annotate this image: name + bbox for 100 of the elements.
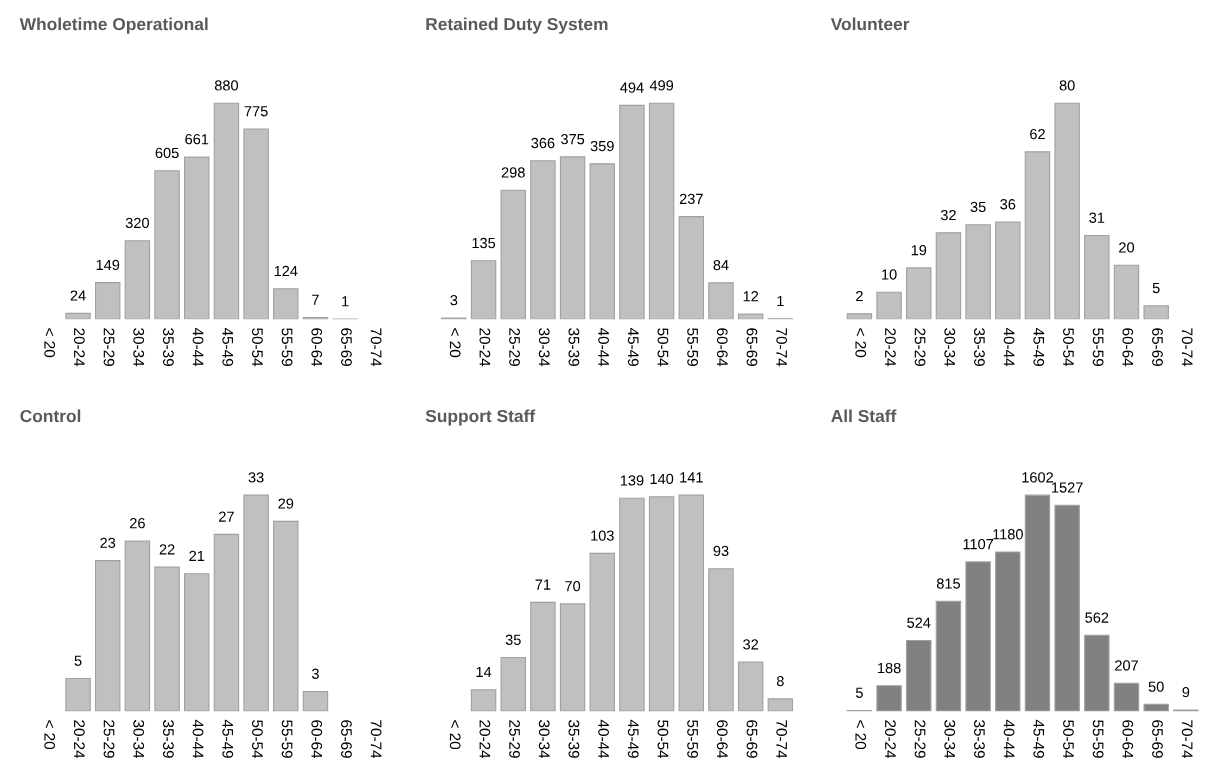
x-tick-label: 30-34 [944,328,956,367]
x-tick-label: 25-29 [914,328,926,366]
bar [500,189,526,320]
x-tick-label: 20-24 [73,720,85,759]
bar [995,551,1021,712]
x-tick-label: 35-39 [162,720,174,758]
x-tick-label: 35-39 [162,328,174,366]
chart-title: Support Staff [425,409,536,426]
data-label: 605 [155,147,179,159]
bar [589,163,615,320]
data-label: 19 [911,245,927,256]
bar [619,497,645,712]
bar [65,677,91,712]
x-tick-label: 70-74 [1181,720,1193,759]
data-label: 24 [70,290,86,301]
data-label: 135 [472,237,496,249]
bar [619,104,645,320]
x-tick-label: 35-39 [974,328,985,366]
bar [1084,234,1110,320]
data-label: 141 [680,472,703,483]
bar [470,260,497,320]
x-tick-label: 50-54 [252,328,263,367]
data-label: 320 [125,217,149,229]
x-tick-label: 25-29 [509,328,520,366]
data-label: 1527 [1052,482,1083,493]
data-label: 5 [855,687,863,698]
x-tick-label: 35-39 [568,328,580,366]
x-tick-label: 20-24 [884,328,896,367]
bar [708,282,734,320]
x-tick-label: 70-74 [370,328,382,367]
data-label: 880 [214,80,239,91]
bar [213,533,240,712]
bar [906,639,932,712]
data-label: 375 [560,133,585,145]
bar [1084,634,1110,712]
x-tick-label: < 20 [44,720,56,750]
chart-title: All Staff [831,409,897,423]
x-tick-label: 70-74 [776,328,788,367]
data-label: 26 [130,518,145,529]
x-tick-label: < 20 [449,328,461,358]
data-label: 27 [219,511,234,522]
x-tick-label: 55-59 [687,720,699,758]
x-tick-label: < 20 [855,720,867,750]
bar [94,560,121,712]
x-tick-label: 40-44 [192,719,204,759]
bar [65,312,91,320]
x-tick-label: 45-49 [222,719,234,758]
x-tick-label: 65-69 [746,720,758,758]
bar [767,698,794,712]
bar [154,170,180,320]
x-tick-label: 30-34 [133,720,145,759]
data-label: 124 [274,265,298,277]
data-label: 1107 [963,538,994,550]
data-label: 29 [278,498,294,509]
x-tick-label: 40-44 [598,719,609,759]
data-label: 298 [501,167,525,178]
data-label: 366 [531,137,555,149]
x-tick-label: 60-64 [311,328,323,367]
bar [154,566,180,712]
data-label: 12 [743,291,759,302]
bar [678,494,705,712]
x-tick-label: < 20 [449,720,461,750]
bar [124,540,151,712]
data-label: 524 [907,617,931,628]
bar [500,656,526,712]
data-label: 149 [96,259,120,271]
data-label: 93 [713,545,729,557]
x-tick-label: 40-44 [1003,719,1015,759]
bar [1054,102,1080,320]
x-tick-label: 50-54 [1063,720,1074,759]
data-label: 5 [1152,282,1160,294]
bar [184,573,210,712]
x-tick-label: 55-59 [1092,328,1104,366]
x-tick-label: 45-49 [1033,719,1045,758]
x-tick-label: 45-49 [627,719,639,758]
data-label: 775 [244,106,268,117]
data-label: 103 [591,530,614,541]
x-tick-label: 40-44 [192,327,204,367]
data-label: 139 [620,475,644,486]
data-label: 70 [565,580,581,592]
x-tick-label: < 20 [855,328,867,358]
x-tick-label: 30-34 [538,328,550,367]
x-tick-label: 35-39 [568,720,580,758]
data-label: 32 [743,639,759,650]
bar [470,689,497,712]
data-label: 62 [1030,128,1045,140]
data-label: 207 [1115,660,1138,671]
bar [243,128,269,320]
x-tick-label: 70-74 [370,720,382,759]
data-label: 14 [476,666,492,677]
x-tick-label: 60-64 [716,328,728,367]
bar [184,156,210,320]
data-label: 5 [74,655,82,666]
data-label: 31 [1089,212,1105,223]
data-label: 35 [970,201,986,213]
data-label: 359 [590,140,614,152]
data-label: 1602 [1022,472,1053,483]
bar [876,291,902,320]
data-label: 562 [1085,612,1109,623]
x-tick-label: 65-69 [341,720,352,758]
